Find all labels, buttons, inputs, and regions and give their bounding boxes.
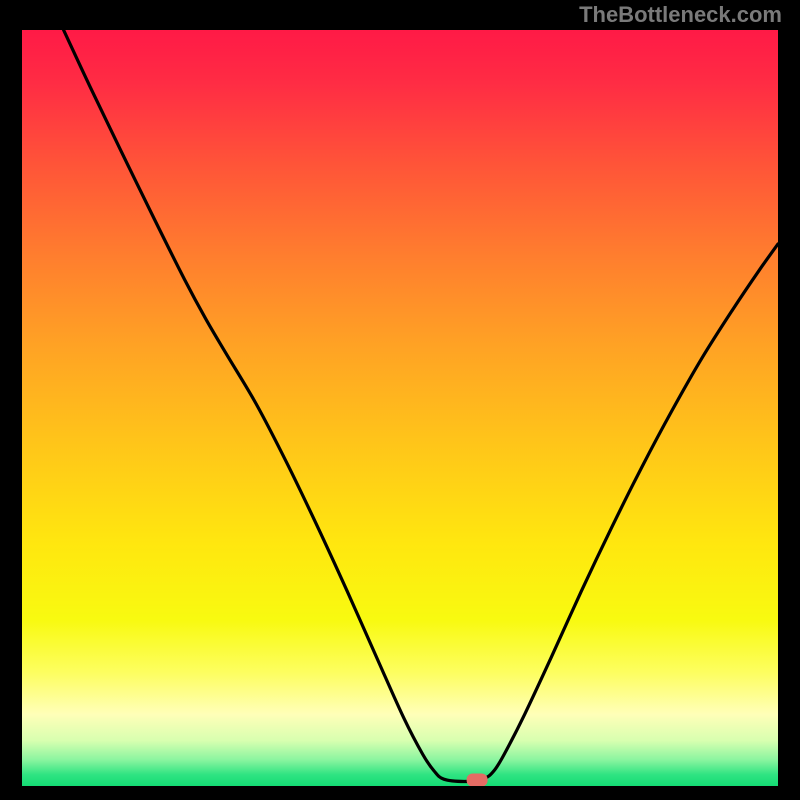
gradient-background (22, 30, 778, 786)
chart-frame: { "attribution": { "text": "TheBottlenec… (0, 0, 800, 800)
attribution-text: TheBottleneck.com (579, 2, 782, 28)
bottleneck-chart (22, 30, 778, 786)
optimal-point-marker (467, 773, 488, 786)
chart-svg (22, 30, 778, 786)
